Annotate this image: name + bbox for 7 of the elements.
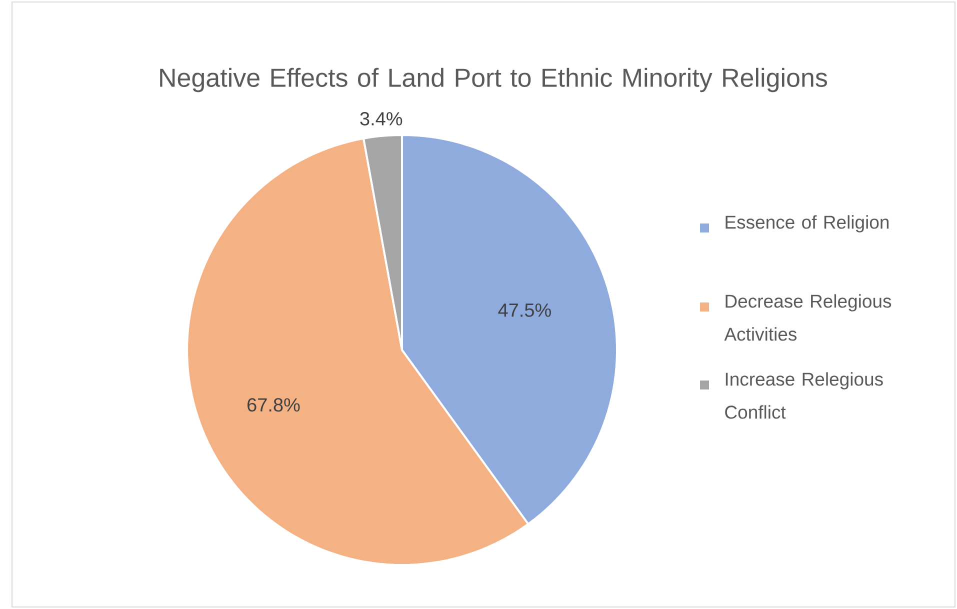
data-label: 3.4% xyxy=(360,112,402,126)
legend-label: Essence of Religion xyxy=(726,215,889,232)
chart-title: Negative Effects of Land Port to Ethnic Minority Religions xyxy=(160,68,827,92)
data-label: 47.5% xyxy=(498,304,551,317)
data-label: 67.8% xyxy=(248,398,300,412)
legend-label: Decrease Relegious Activities xyxy=(724,294,892,341)
legend-label: Increase Relegious Conflict xyxy=(725,372,883,419)
